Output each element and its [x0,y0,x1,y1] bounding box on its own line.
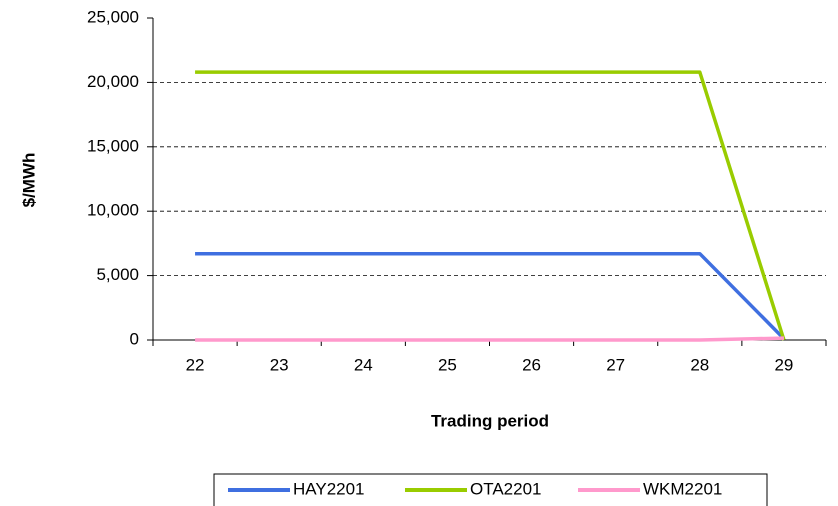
legend-label: WKM2201 [643,479,722,498]
legend-label: HAY2201 [293,479,365,498]
y-tick-label: 0 [130,329,139,348]
y-tick-label: 15,000 [87,136,139,155]
x-tick-label: 25 [438,355,457,374]
x-tick-label: 27 [606,355,625,374]
y-tick-label: 5,000 [96,265,139,284]
y-tick-label: 10,000 [87,201,139,220]
y-tick-label: 25,000 [87,7,139,26]
legend-label: OTA2201 [470,479,542,498]
y-axis-title: $/MWh [19,153,38,208]
x-tick-label: 28 [690,355,709,374]
x-tick-label: 23 [270,355,289,374]
x-tick-label: 29 [774,355,793,374]
legend-box [213,473,768,506]
x-axis-title: Trading period [431,411,549,430]
x-tick-label: 22 [186,355,205,374]
x-tick-label: 26 [522,355,541,374]
y-tick-label: 20,000 [87,72,139,91]
series-line [195,251,786,340]
series-line [195,70,786,341]
x-tick-label: 24 [354,355,373,374]
series-line [195,336,784,342]
